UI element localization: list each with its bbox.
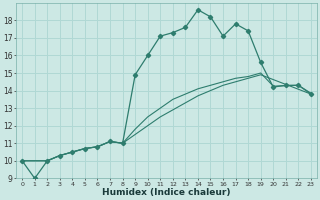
X-axis label: Humidex (Indice chaleur): Humidex (Indice chaleur) — [102, 188, 231, 197]
